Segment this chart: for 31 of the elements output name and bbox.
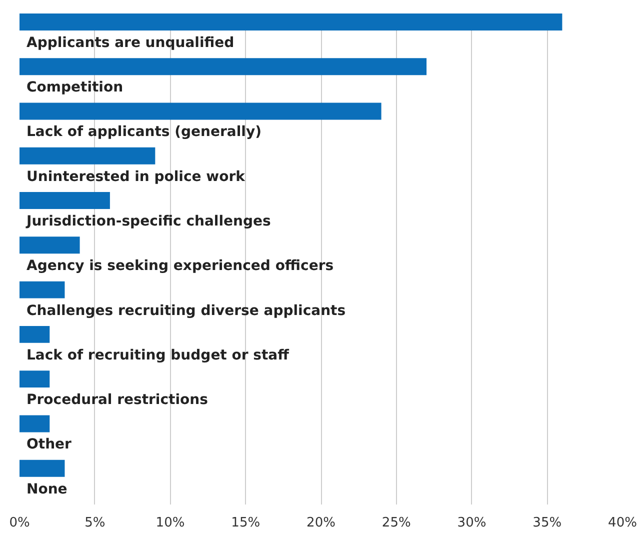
bar (20, 415, 50, 432)
x-tick-label: 35% (532, 516, 562, 530)
y-tick-label: Lack of applicants (generally) (26, 124, 262, 140)
x-tick-label: 10% (156, 516, 185, 530)
bar (20, 147, 156, 164)
bar (20, 236, 80, 254)
y-tick-label: None (26, 481, 68, 498)
x-tick-label: 5% (84, 516, 106, 530)
y-tick-label: Uninterested in police work (26, 168, 246, 185)
bar (20, 58, 427, 76)
y-tick-label: Challenges recruiting diverse applicants (26, 302, 346, 319)
y-tick-label: Jurisdiction-specific challenges (26, 214, 271, 230)
y-tick-label: Lack of recruiting budget or staff (26, 347, 290, 364)
y-tick-label: Applicants are unqualified (26, 34, 234, 51)
bar (20, 192, 110, 210)
x-tick-label: 40% (608, 516, 637, 530)
y-tick-label: Competition (26, 80, 124, 96)
y-tick-label: Procedural restrictions (26, 392, 208, 408)
y-tick-label: Other (26, 436, 72, 453)
x-tick-label: 20% (306, 516, 336, 530)
bar (20, 370, 50, 388)
bar (20, 326, 50, 343)
x-tick-label: 15% (231, 516, 260, 530)
x-tick-label: 25% (382, 516, 411, 530)
bar (20, 281, 65, 298)
x-tick-label: 0% (9, 516, 30, 530)
bar (20, 14, 562, 30)
bar (20, 460, 65, 477)
bar (20, 102, 382, 120)
y-tick-label: Agency is seeking experienced officers (26, 258, 334, 274)
x-tick-label: 30% (457, 516, 486, 530)
